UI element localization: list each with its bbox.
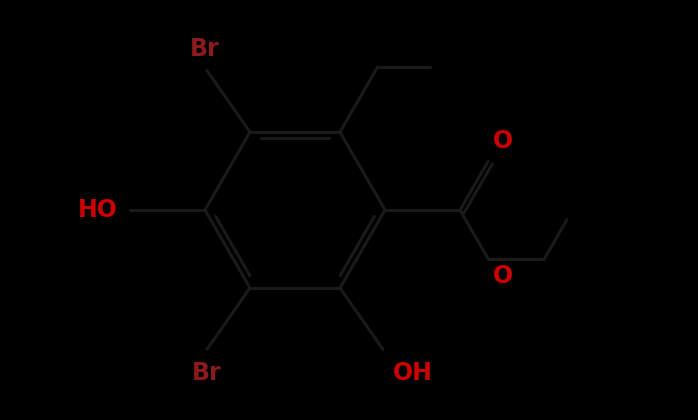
- Text: O: O: [493, 129, 513, 153]
- Text: O: O: [493, 264, 513, 288]
- Text: Br: Br: [190, 37, 220, 60]
- Text: Br: Br: [192, 361, 222, 386]
- Text: HO: HO: [78, 198, 118, 222]
- Text: OH: OH: [393, 361, 433, 386]
